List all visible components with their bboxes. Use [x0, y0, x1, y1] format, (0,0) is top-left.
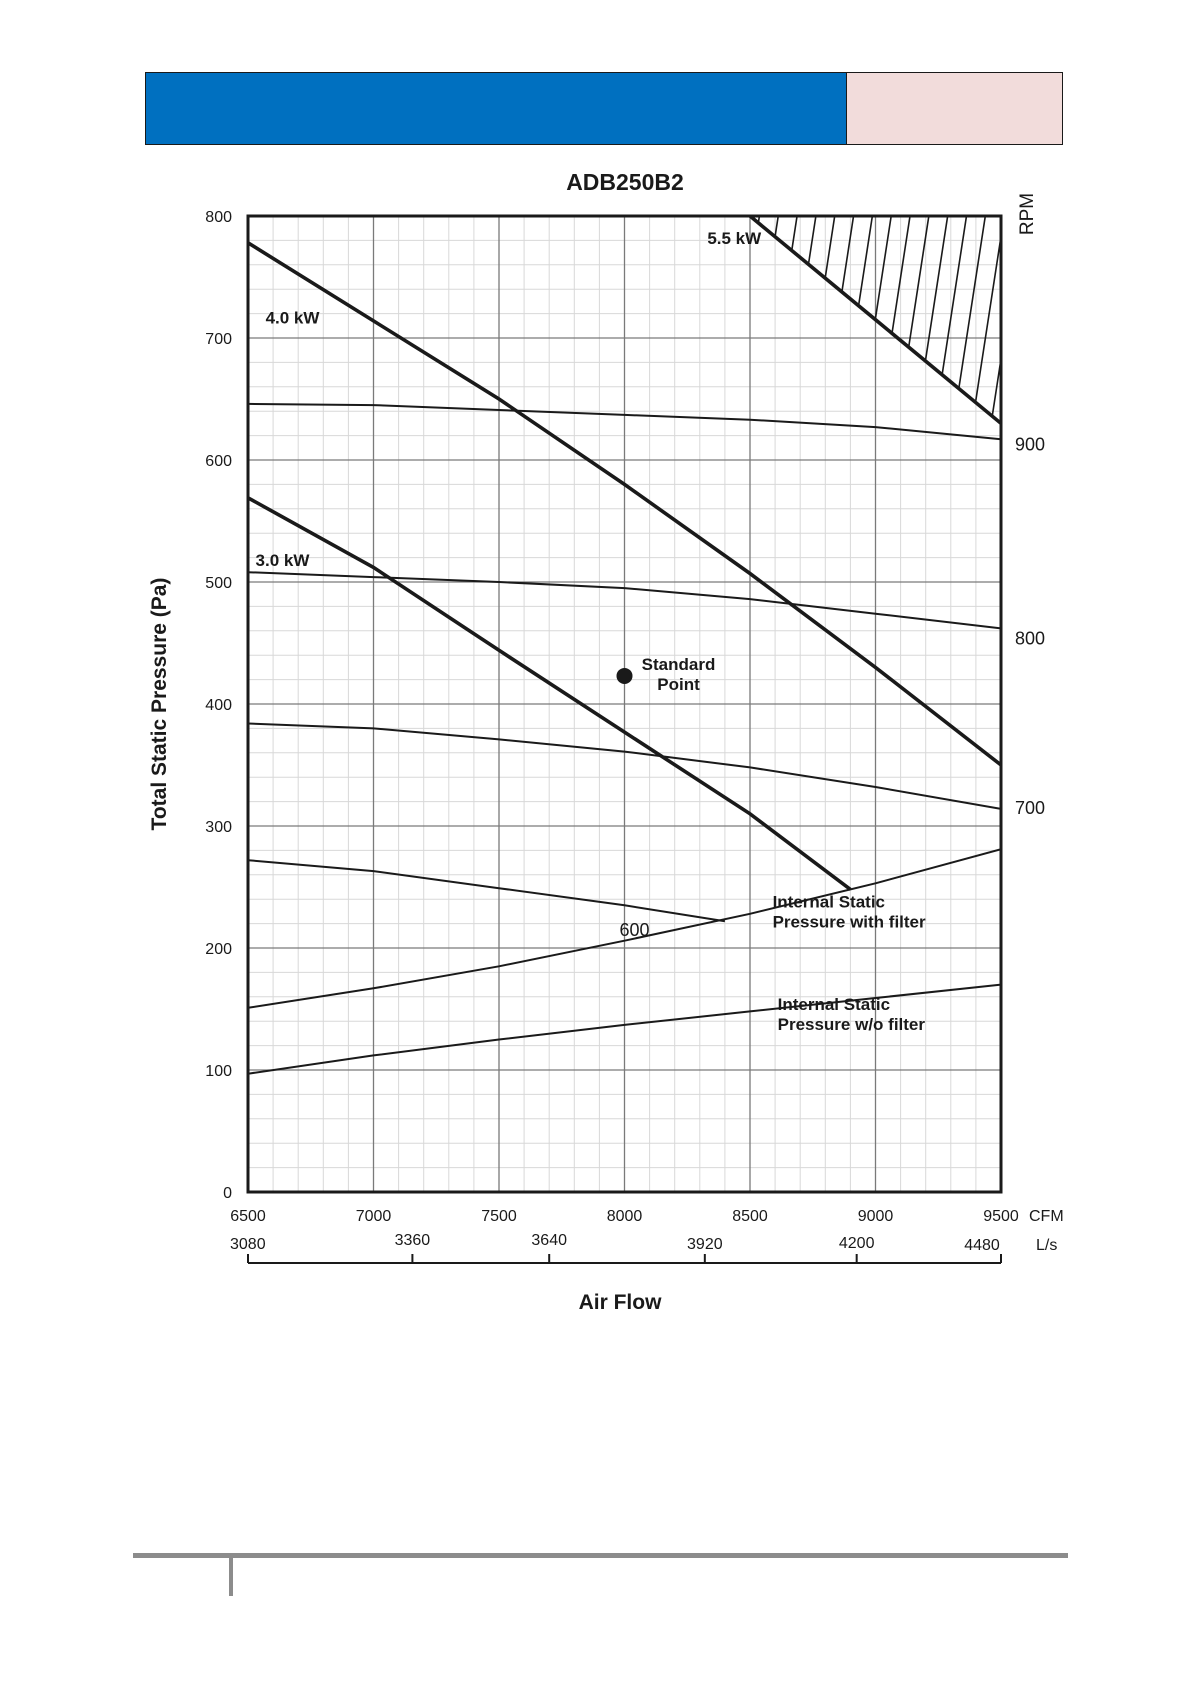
hatch-line — [874, 216, 892, 321]
ls-tick-label: 3360 — [395, 1232, 431, 1249]
system-curve-label: Pressure with filter — [773, 913, 926, 932]
x-axis-title: Air Flow — [579, 1291, 662, 1314]
ls-tick-label: 3640 — [531, 1232, 567, 1249]
power-label-5-5-kW: 5.5 kW — [707, 229, 762, 248]
hatch-line — [907, 216, 930, 349]
hatch-line — [891, 216, 911, 334]
header-pink-panel — [846, 73, 1062, 144]
hatch-line — [957, 216, 987, 390]
ls-tick-label: 3080 — [230, 1236, 266, 1253]
rpm-label-600: 600 — [620, 920, 650, 940]
rpm-curve-900 — [248, 402, 1001, 441]
x-tick-label: 7500 — [481, 1208, 517, 1225]
y-tick-label: 300 — [205, 819, 232, 836]
axes: 0 100 200 300 400 500 600 700 800 6500 7000 7500 800… — [205, 209, 1019, 1264]
footer-tick — [229, 1553, 233, 1596]
standard-point-label: Point — [657, 675, 700, 694]
y-tick-label: 400 — [205, 697, 232, 714]
rpm-label-900: 900 — [1015, 434, 1045, 454]
y-tick-label: 800 — [205, 209, 232, 226]
x-tick-label: 9000 — [858, 1208, 894, 1225]
hatch-line — [857, 216, 874, 307]
ls-tick-label: 4480 — [964, 1237, 1000, 1254]
hatch-line — [840, 216, 855, 293]
power-label-3-0-kW: 3.0 kW — [256, 551, 311, 570]
y-tick-label: 600 — [205, 453, 232, 470]
hatch-line — [941, 216, 968, 377]
hatch-line — [774, 216, 780, 238]
system-curve-label: Internal Static — [778, 995, 890, 1014]
rpm-label-800: 800 — [1015, 628, 1045, 648]
x-tick-label: 8500 — [732, 1208, 768, 1225]
rpm-curve-600 — [248, 859, 726, 923]
hatch-line — [790, 216, 798, 253]
plot-frame — [246, 214, 1003, 1194]
labels: 700 800 900 600 3.0 kW 4.0 kW 5.5 kW Internal S… — [256, 229, 1046, 1034]
rpm-label-700: 700 — [1015, 798, 1045, 818]
system-curve-label: Internal Static — [773, 893, 885, 912]
standard-point-label: Standard — [642, 655, 716, 674]
hatch-line — [824, 216, 836, 279]
ls-tick-label: 4200 — [839, 1235, 875, 1252]
rpm-curve-800 — [248, 571, 1001, 630]
power-curve-3-0-kW — [248, 496, 852, 891]
system-curve-without-filter — [248, 983, 1001, 1075]
y-tick-label: 0 — [223, 1185, 232, 1202]
y-tick-label: 200 — [205, 941, 232, 958]
ls-tick-label: 3920 — [687, 1236, 723, 1253]
y-tick-label: 100 — [205, 1063, 232, 1080]
rpm-axis-title: RPM — [1017, 193, 1038, 235]
y-tick-label: 700 — [205, 331, 232, 348]
x-tick-label: 6500 — [230, 1208, 266, 1225]
y-axis-title: Total Static Pressure (Pa) — [148, 578, 171, 831]
x-tick-label: 8000 — [607, 1208, 643, 1225]
power-curve-4-0-kW — [248, 241, 1001, 767]
x-unit-cfm: CFM — [1029, 1208, 1064, 1225]
chart-title: ADB250B2 — [566, 169, 684, 195]
hatched-region — [757, 216, 1001, 418]
y-tick-label: 500 — [205, 575, 232, 592]
rpm-curve-700 — [248, 722, 1001, 810]
hatch-line — [924, 216, 949, 362]
x-tick-label: 9500 — [983, 1208, 1019, 1225]
system-curve-with-filter — [248, 848, 1001, 1009]
system-curve-label: Pressure w/o filter — [778, 1015, 926, 1034]
x-tick-label: 7000 — [356, 1208, 392, 1225]
curves — [248, 216, 1001, 1075]
x-unit-ls: L/s — [1036, 1237, 1057, 1254]
power-label-4-0-kW: 4.0 kW — [266, 308, 321, 327]
power-curve-5-5-kW — [748, 216, 1001, 425]
header-blue-panel — [146, 73, 846, 144]
grid — [247, 215, 1002, 1193]
header-bar — [145, 72, 1063, 145]
hatch-line — [807, 216, 817, 266]
footer-rule — [133, 1553, 1068, 1558]
hatch-line — [974, 236, 1001, 403]
standard-point-marker — [616, 667, 633, 684]
